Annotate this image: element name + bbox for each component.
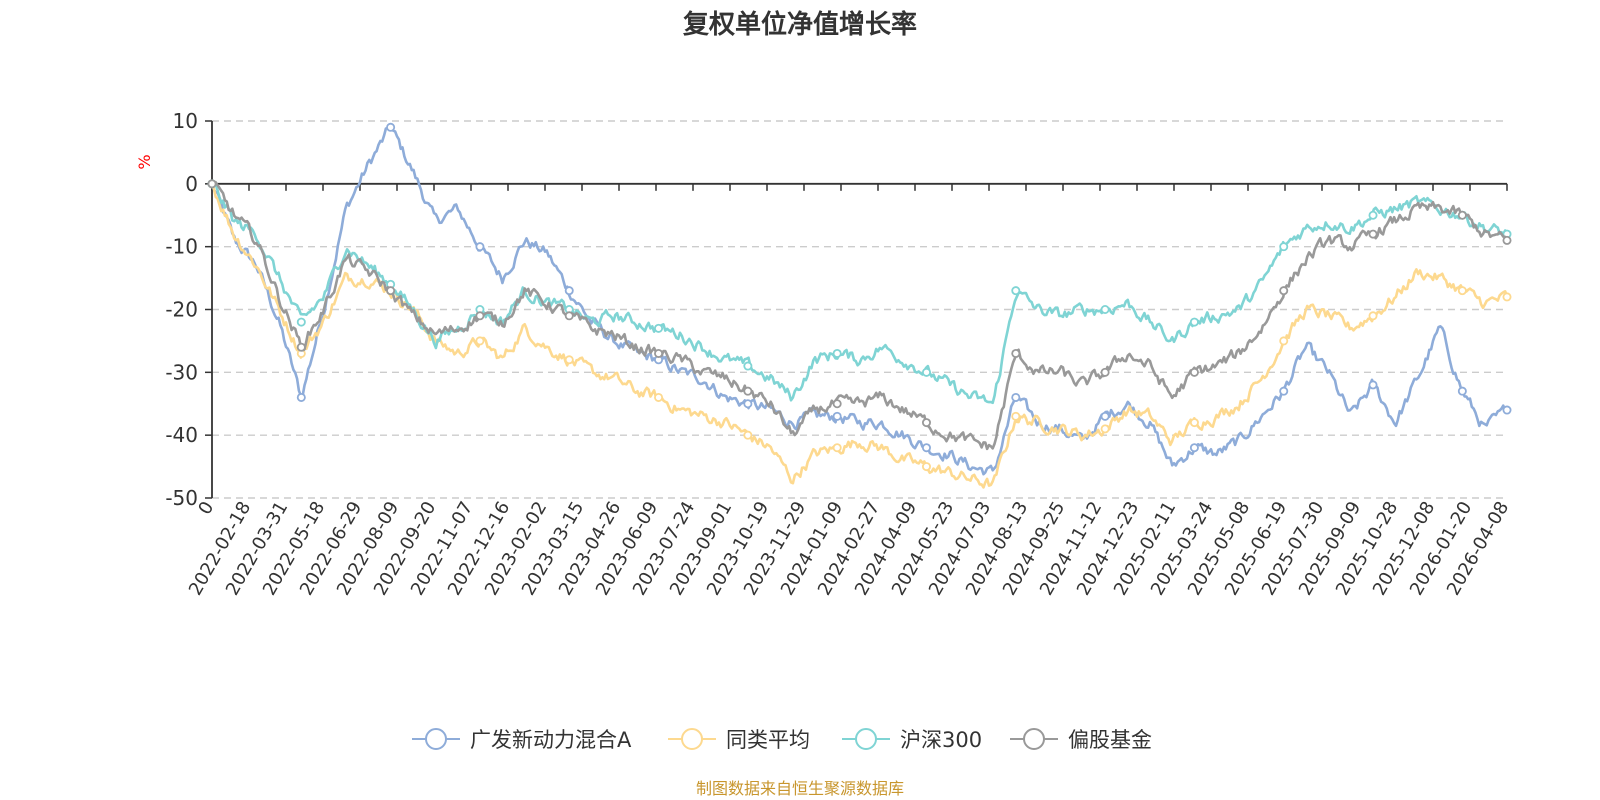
grid-lines: [205, 120, 1507, 499]
data-point: [1279, 242, 1289, 252]
data-point: [1100, 424, 1110, 434]
data-point: [1502, 235, 1512, 245]
data-point: [1189, 367, 1199, 377]
series-line: [211, 181, 1509, 451]
data-point: [832, 411, 842, 421]
y-tick-label: -10: [165, 235, 198, 259]
data-point: [743, 399, 753, 409]
data-point: [743, 361, 753, 371]
y-tick-label: -20: [165, 298, 198, 322]
data-point: [1100, 304, 1110, 314]
legend-marker-icon: [681, 728, 703, 750]
data-point: [564, 311, 574, 321]
data-point: [1279, 386, 1289, 396]
axes: [211, 121, 1508, 498]
data-point: [832, 348, 842, 358]
y-tick-label: -40: [165, 423, 198, 447]
data-point: [1502, 292, 1512, 302]
data-point: [1368, 311, 1378, 321]
data-point: [921, 462, 931, 472]
data-point: [475, 336, 485, 346]
x-tick-labels: 02022-02-182022-03-312022-05-182022-06-2…: [185, 498, 1513, 599]
data-point: [832, 443, 842, 453]
data-point: [1279, 286, 1289, 296]
data-point: [743, 430, 753, 440]
legend-marker-icon: [1023, 728, 1045, 750]
data-point: [654, 348, 664, 358]
data-point: [296, 392, 306, 402]
data-point: [207, 179, 217, 189]
data-point: [743, 386, 753, 396]
legend-item[interactable]: 偏股基金: [1010, 728, 1152, 752]
data-point: [1011, 411, 1021, 421]
chart-title: 复权单位净值增长率: [683, 9, 917, 40]
data-point: [386, 122, 396, 132]
legend-label: 沪深300: [900, 728, 982, 752]
series-lines: [207, 122, 1512, 489]
legend-marker-icon: [855, 728, 877, 750]
data-point: [1189, 418, 1199, 428]
legend-marker-icon: [425, 728, 447, 750]
legend-label: 同类平均: [726, 728, 810, 752]
y-tick-label: 0: [185, 172, 198, 196]
data-point: [1368, 229, 1378, 239]
data-point: [1279, 336, 1289, 346]
data-point: [1368, 380, 1378, 390]
data-point: [1011, 348, 1021, 358]
data-point: [921, 443, 931, 453]
source-note: 制图数据来自恒生聚源数据库: [696, 779, 904, 798]
legend-item[interactable]: 沪深300: [842, 728, 982, 752]
data-point: [564, 286, 574, 296]
data-point: [1011, 286, 1021, 296]
y-tick-label: -30: [165, 360, 198, 384]
legend-label: 偏股基金: [1068, 728, 1152, 752]
legend-label: 广发新动力混合A: [470, 728, 632, 752]
data-point: [1189, 317, 1199, 327]
data-point: [1502, 405, 1512, 415]
data-point: [386, 286, 396, 296]
data-point: [564, 355, 574, 365]
data-point: [1100, 411, 1110, 421]
y-tick-label: 10: [173, 109, 198, 133]
legend-item[interactable]: 同类平均: [668, 728, 810, 752]
series-line: [210, 126, 1508, 476]
data-point: [1368, 210, 1378, 220]
data-point: [475, 242, 485, 252]
x-tick-label: 0: [194, 498, 218, 518]
y-tick-labels: 10 0 -10 -20 -30 -40 -50: [165, 109, 198, 510]
data-point: [1457, 286, 1467, 296]
data-point: [296, 342, 306, 352]
data-point: [1189, 443, 1199, 453]
data-point: [296, 317, 306, 327]
data-point: [832, 399, 842, 409]
data-point: [654, 392, 664, 402]
data-point: [1100, 367, 1110, 377]
series-line: [211, 181, 1509, 405]
y-axis-unit: %: [135, 154, 154, 169]
data-point: [654, 323, 664, 333]
data-point: [921, 367, 931, 377]
data-point: [475, 311, 485, 321]
data-point: [921, 418, 931, 428]
data-point: [1457, 386, 1467, 396]
legend[interactable]: 广发新动力混合A 同类平均 沪深300 偏股基金: [412, 728, 1152, 752]
legend-item[interactable]: 广发新动力混合A: [412, 728, 632, 752]
y-tick-label: -50: [165, 486, 198, 510]
data-point: [1457, 210, 1467, 220]
data-point: [1011, 392, 1021, 402]
